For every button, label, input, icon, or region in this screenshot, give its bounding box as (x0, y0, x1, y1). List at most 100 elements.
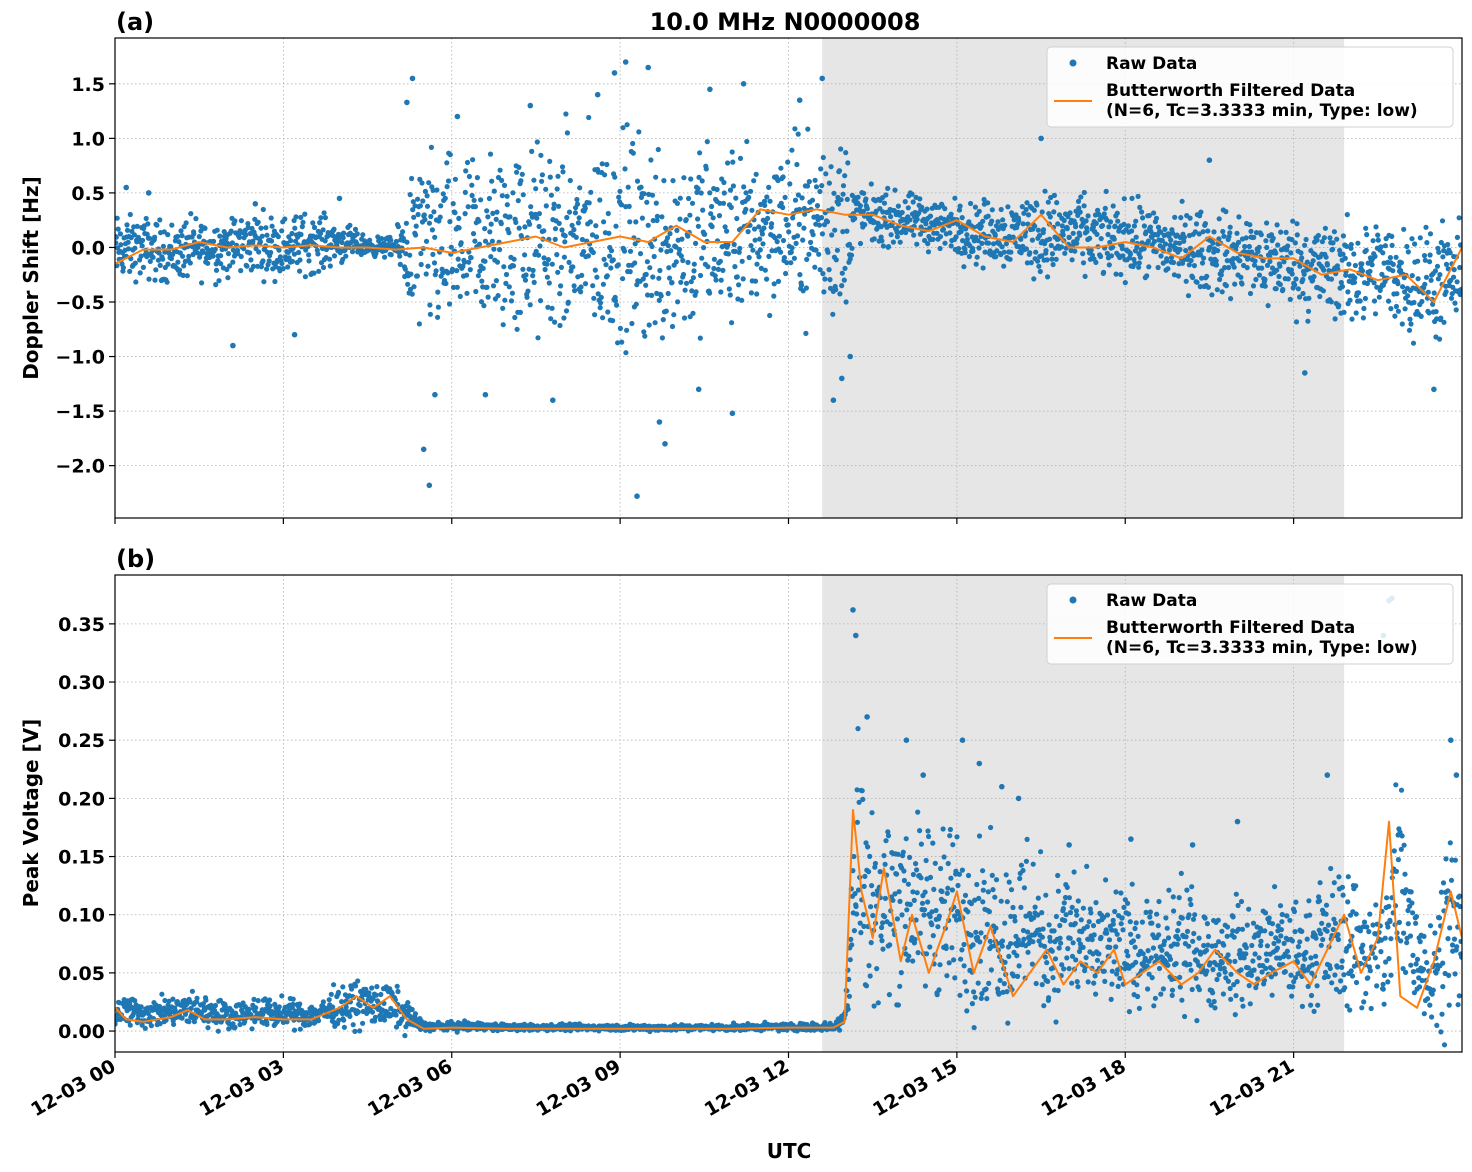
raw-data-point (617, 325, 624, 331)
raw-data-point (941, 854, 947, 860)
raw-data-point (1264, 943, 1270, 949)
raw-data-point (782, 194, 788, 200)
raw-data-point (1348, 245, 1354, 251)
raw-data-point (885, 185, 891, 191)
raw-data-point (1021, 885, 1027, 891)
raw-data-point (1190, 916, 1197, 922)
raw-data-point (1315, 232, 1321, 239)
raw-data-point (1179, 198, 1185, 204)
raw-data-point (514, 326, 520, 332)
raw-data-point (622, 166, 628, 172)
raw-data-point (1393, 303, 1399, 310)
raw-data-point (812, 177, 818, 183)
raw-data-point (923, 857, 929, 864)
raw-data-point (897, 898, 903, 905)
raw-data-point (778, 165, 784, 171)
raw-data-point (350, 1022, 356, 1028)
raw-data-point (1204, 921, 1210, 927)
raw-data-point (1423, 224, 1429, 230)
raw-data-point (400, 229, 406, 235)
raw-data-point (711, 265, 717, 272)
raw-data-point (495, 293, 501, 299)
raw-data-point (1247, 1001, 1253, 1007)
raw-data-point (416, 321, 422, 327)
raw-data-point (681, 175, 687, 181)
raw-data-point (591, 295, 597, 301)
raw-data-point (674, 200, 681, 206)
raw-data-point (213, 267, 220, 273)
raw-data-point (1186, 943, 1192, 949)
raw-data-point (1244, 922, 1250, 928)
raw-data-point (1170, 894, 1176, 900)
raw-data-point (504, 202, 510, 208)
raw-data-point (860, 796, 866, 803)
raw-data-point (1202, 915, 1208, 921)
raw-data-point (1269, 992, 1275, 998)
raw-data-point (914, 890, 920, 896)
raw-data-point (1045, 274, 1051, 280)
raw-data-point (762, 202, 768, 208)
raw-data-point (138, 253, 144, 259)
raw-data-point (693, 289, 699, 295)
raw-data-point (462, 189, 468, 195)
raw-data-point (1294, 232, 1300, 238)
raw-data-point (752, 278, 759, 284)
raw-data-point (549, 305, 555, 311)
raw-data-point (1256, 272, 1263, 278)
raw-data-point (963, 226, 969, 232)
raw-data-point (500, 322, 506, 328)
raw-data-point (761, 198, 768, 204)
raw-data-point (1107, 944, 1113, 951)
raw-data-point (1077, 209, 1083, 215)
raw-data-point (402, 1033, 408, 1039)
raw-data-point (1103, 877, 1109, 883)
raw-data-point (1450, 284, 1456, 290)
raw-data-point (1342, 255, 1348, 261)
raw-data-point (402, 266, 408, 272)
raw-data-point (1290, 984, 1296, 990)
raw-data-point (1115, 218, 1121, 224)
raw-data-point (180, 253, 186, 259)
raw-data-point (972, 204, 979, 210)
raw-data-point (1202, 221, 1208, 227)
raw-data-point (764, 194, 770, 200)
raw-data-point (171, 1021, 177, 1027)
raw-data-point (427, 311, 433, 317)
raw-data-point (669, 280, 675, 286)
raw-data-point (882, 895, 889, 902)
raw-data-point (142, 1025, 148, 1031)
raw-data-point (771, 281, 777, 287)
raw-data-point (736, 282, 742, 288)
raw-data-point (1405, 249, 1411, 255)
raw-data-point (912, 936, 918, 943)
raw-data-point (1114, 931, 1120, 937)
raw-data-point (1408, 321, 1414, 327)
raw-data-point (1454, 279, 1460, 285)
raw-data-point (336, 195, 343, 202)
raw-data-point (1156, 898, 1162, 905)
raw-data-point (612, 174, 618, 180)
raw-data-point (225, 251, 232, 257)
panel-a-label: (a) (116, 8, 154, 36)
raw-data-point (378, 991, 384, 998)
raw-data-point (510, 263, 517, 269)
raw-data-point (1293, 899, 1299, 905)
raw-data-point (776, 233, 783, 239)
raw-data-point (853, 903, 859, 910)
raw-data-point (984, 921, 990, 928)
raw-data-point (690, 310, 696, 316)
raw-data-point (869, 810, 875, 816)
raw-data-point (1435, 245, 1441, 251)
raw-data-point (682, 287, 688, 293)
raw-data-point (1161, 938, 1168, 944)
raw-data-point (450, 284, 457, 290)
raw-data-point (224, 266, 230, 273)
raw-data-point (709, 203, 715, 210)
raw-data-point (917, 828, 923, 834)
raw-data-point (256, 249, 262, 255)
raw-data-point (1230, 914, 1236, 920)
raw-data-point (1434, 263, 1441, 269)
raw-data-point (688, 176, 694, 182)
raw-data-point (974, 254, 980, 260)
raw-data-point (587, 219, 594, 225)
